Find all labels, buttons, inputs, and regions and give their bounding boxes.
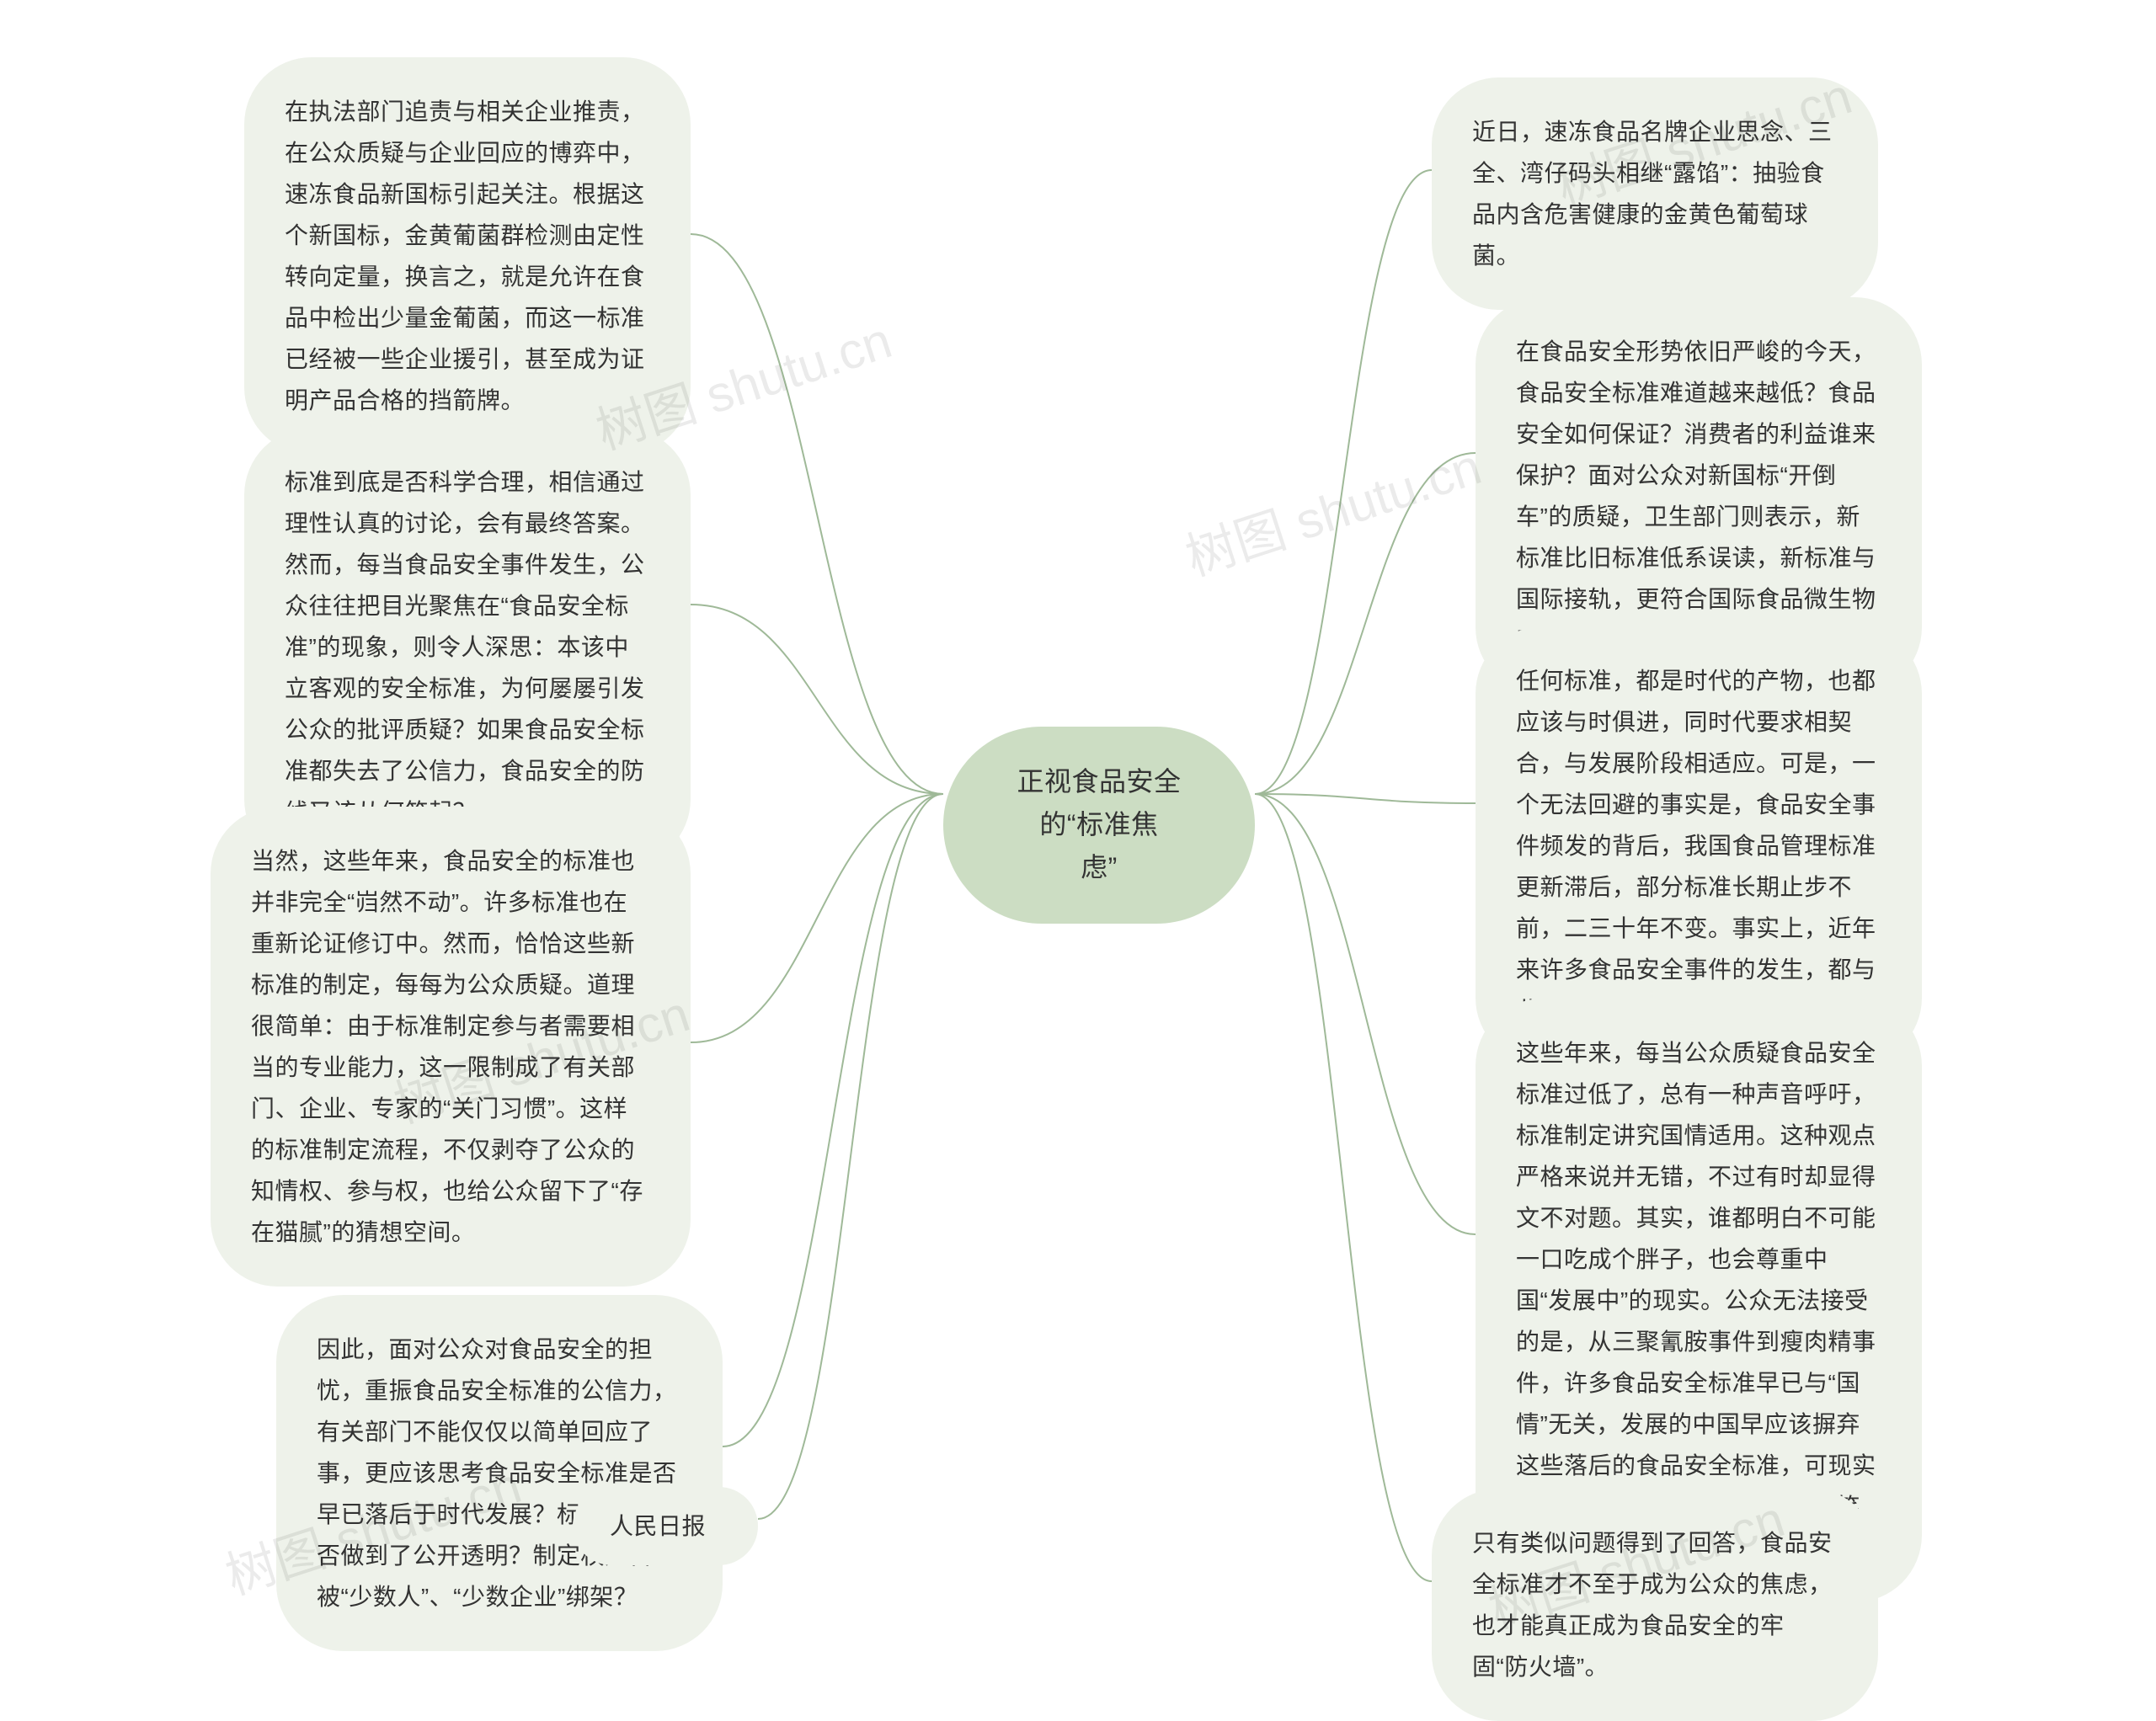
right-node-0: 近日，速冻食品名牌企业思念、三全、湾仔码头相继“露馅”：抽验食品内含危害健康的金… [1432, 77, 1878, 310]
right-node-3-text: 这些年来，每当公众质疑食品安全标准过低了，总有一种声音呼吁，标准制定讲究国情适用… [1516, 1040, 1876, 1561]
left-node-1: 标准到底是否科学合理，相信通过理性认真的讨论，会有最终答案。然而，每当食品安全事… [244, 428, 691, 866]
right-node-1-text: 在食品安全形势依旧严峻的今天，食品安全标准难道越来越低？食品安全如何保证？消费者… [1516, 338, 1876, 653]
left-node-3: 因此，面对公众对食品安全的担忧，重振食品安全标准的公信力，有关部门不能仅仅以简单… [276, 1295, 723, 1651]
left-node-4: 人民日报 [573, 1487, 758, 1565]
center-title-line2: 虑” [1081, 852, 1118, 882]
left-node-4-text: 人民日报 [610, 1513, 706, 1539]
center-node: 正视食品安全的“标准焦 虑” [943, 727, 1255, 924]
mindmap-canvas: 正视食品安全的“标准焦 虑” 在执法部门追责与相关企业推责，在公众质疑与企业回应… [0, 0, 2156, 1586]
center-title-line1: 正视食品安全的“标准焦 [1017, 766, 1181, 839]
left-node-2: 当然，这些年来，食品安全的标准也并非完全“岿然不动”。许多标准也在重新论证修订中… [211, 807, 691, 1287]
watermark: 树图 shutu.cn [1175, 426, 1489, 590]
left-node-2-text: 当然，这些年来，食品安全的标准也并非完全“岿然不动”。许多标准也在重新论证修订中… [251, 848, 643, 1245]
left-node-3-text: 因此，面对公众对食品安全的担忧，重振食品安全标准的公信力，有关部门不能仅仅以简单… [317, 1336, 677, 1610]
left-node-0: 在执法部门追责与相关企业推责，在公众质疑与企业回应的博弈中，速冻食品新国标引起关… [244, 57, 691, 455]
left-node-1-text: 标准到底是否科学合理，相信通过理性认真的讨论，会有最终答案。然而，每当食品安全事… [285, 469, 645, 825]
right-node-4: 只有类似问题得到了回答，食品安全标准才不至于成为公众的焦虑，也才能真正成为食品安… [1432, 1489, 1878, 1721]
right-node-0-text: 近日，速冻食品名牌企业思念、三全、湾仔码头相继“露馅”：抽验食品内含危害健康的金… [1472, 119, 1833, 269]
left-node-0-text: 在执法部门追责与相关企业推责，在公众质疑与企业回应的博弈中，速冻食品新国标引起关… [285, 99, 645, 413]
right-node-4-text: 只有类似问题得到了回答，食品安全标准才不至于成为公众的焦虑，也才能真正成为食品安… [1472, 1530, 1833, 1680]
right-node-2-text: 任何标准，都是时代的产物，也都应该与时俱进，同时代要求相契合，与发展阶段相适应。… [1516, 668, 1876, 1024]
